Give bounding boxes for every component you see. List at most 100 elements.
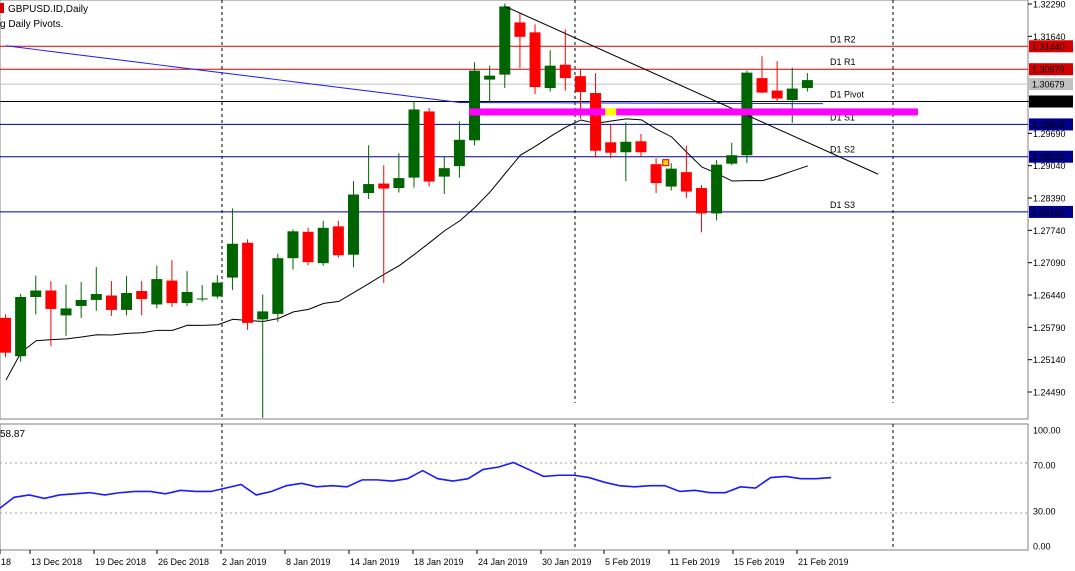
candle-body <box>544 65 556 89</box>
x-tick-label: 2 Jan 2019 <box>222 557 267 567</box>
candle-body <box>105 295 117 310</box>
trendline-line[interactable] <box>505 6 879 175</box>
current-price-tag-label: 1.30679 <box>1032 80 1065 90</box>
candle <box>469 62 481 146</box>
pivot-levels: D1 R2 D1 R1 D1 Pivot D1 S1 D1 S2 D1 S3 <box>0 34 1028 213</box>
candle <box>75 282 87 318</box>
candle <box>105 281 117 316</box>
x-tick-label: 13 Dec 2018 <box>31 557 82 567</box>
indicator-window-frame <box>0 423 1029 551</box>
candle-body <box>499 6 511 75</box>
candle <box>211 275 223 299</box>
y-tick-label: 1.25790 <box>1033 323 1066 333</box>
rsi-tick-label: 100.00 <box>1033 426 1061 436</box>
candle-body <box>680 172 692 192</box>
rsi-axis: 100.00 70.00 30.00 0.00 <box>1033 426 1061 552</box>
candle <box>680 145 692 198</box>
candle-body <box>726 155 738 164</box>
rsi-tick-label: 70.00 <box>1033 460 1056 470</box>
candle-body <box>438 168 450 177</box>
candle-body <box>181 292 193 303</box>
price-tag-bg <box>1029 118 1073 131</box>
period-separators <box>221 0 894 550</box>
x-tick-label: 8 Jan 2019 <box>286 557 331 567</box>
candle <box>529 24 541 95</box>
pivot-label: D1 S2 <box>830 145 855 155</box>
indicator-label: g Daily Pivots. <box>0 19 63 30</box>
candle-body <box>332 226 344 256</box>
rsi-line <box>0 461 832 510</box>
candle <box>438 156 450 195</box>
price-tag-bg <box>1029 40 1073 53</box>
y-tick-label: 1.25140 <box>1033 355 1066 365</box>
y-tick-label: 1.27740 <box>1033 226 1066 236</box>
candle <box>620 122 632 182</box>
price-tag-label: 1.29869 <box>1032 120 1065 130</box>
x-tick-label: 30 Jan 2019 <box>542 557 592 567</box>
x-tick-label: 19 Dec 2018 <box>95 557 146 567</box>
candle-body <box>559 64 571 79</box>
candle <box>60 284 72 336</box>
candle-body <box>453 139 465 167</box>
candle <box>695 185 707 233</box>
candle-body <box>90 294 102 300</box>
candle-body <box>0 317 11 353</box>
x-tick-label: 14 Jan 2019 <box>350 557 400 567</box>
rsi-tick-label: 30.00 <box>1033 507 1056 517</box>
candle-body <box>166 280 178 303</box>
candle-body <box>484 75 496 80</box>
rsi-series <box>0 461 832 510</box>
pivot-band-rect <box>469 108 918 116</box>
x-tick-label: 24 Jan 2019 <box>478 557 528 567</box>
y-tick-label: 1.32290 <box>1033 0 1066 10</box>
y-tick-label: 1.24490 <box>1033 388 1066 398</box>
candle <box>363 145 375 199</box>
candle-body <box>620 141 632 153</box>
candle-body <box>378 183 390 189</box>
candle <box>605 124 617 159</box>
x-tick-label: 26 Dec 2018 <box>158 557 209 567</box>
time-axis: 18 13 Dec 2018 19 Dec 2018 26 Dec 2018 2 Jan… <box>0 550 849 567</box>
candlestick-series <box>0 3 813 418</box>
candle-body <box>287 231 299 259</box>
candle <box>484 65 496 102</box>
pivot-band-highlight <box>605 108 617 116</box>
ma-slow-line <box>5 45 824 105</box>
candle <box>272 253 284 322</box>
candle-body <box>801 80 813 89</box>
x-tick-label: 18 <box>1 557 11 567</box>
symbol-marker-icon <box>0 3 4 13</box>
candle <box>499 3 511 89</box>
candle-body <box>347 194 359 255</box>
candle-body <box>136 291 148 299</box>
candle-body <box>469 70 481 141</box>
trendline[interactable] <box>505 6 879 175</box>
candle <box>756 56 768 94</box>
candle <box>408 101 420 188</box>
pivot-label: D1 Pivot <box>830 89 865 99</box>
candle <box>45 281 57 347</box>
candle-body <box>196 298 208 300</box>
candle-body <box>363 184 375 194</box>
pivot-label: D1 R1 <box>830 57 856 67</box>
candle <box>151 265 163 309</box>
candle-body <box>771 90 783 99</box>
candle-body <box>665 168 677 187</box>
current-price-tag-bg <box>1029 78 1073 91</box>
price-tags: 1.31440 1.30979 1.30330 1.29869 1.29220 1.281… <box>1029 40 1073 218</box>
candle-body <box>121 293 133 310</box>
price-axis: 1.32290 1.31640 1.30330 1.29690 1.29040 1.283… <box>1028 0 1066 398</box>
candle <box>0 314 11 358</box>
x-tick-label: 18 Jan 2019 <box>414 557 464 567</box>
candle-body <box>257 311 269 320</box>
candle <box>181 271 193 306</box>
candle <box>801 73 813 92</box>
candle <box>136 281 148 316</box>
candle <box>726 142 738 166</box>
candle <box>393 153 405 193</box>
main-window-frame <box>0 0 1029 420</box>
candle <box>226 208 238 291</box>
candle <box>650 158 662 194</box>
price-tag-bg <box>1029 95 1073 108</box>
